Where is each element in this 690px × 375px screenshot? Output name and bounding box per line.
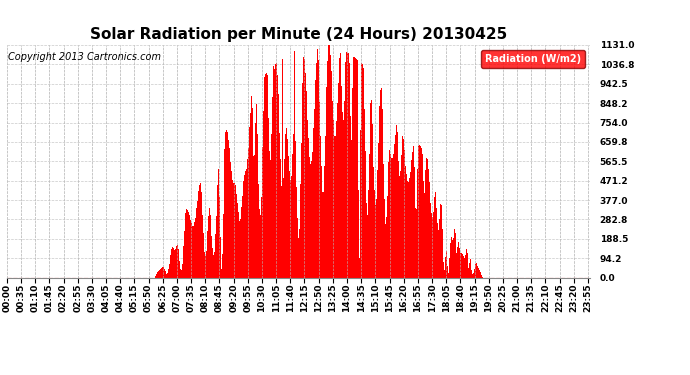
Title: Solar Radiation per Minute (24 Hours) 20130425: Solar Radiation per Minute (24 Hours) 20… <box>90 27 507 42</box>
Text: Copyright 2013 Cartronics.com: Copyright 2013 Cartronics.com <box>8 52 161 62</box>
Legend: Radiation (W/m2): Radiation (W/m2) <box>481 50 585 68</box>
